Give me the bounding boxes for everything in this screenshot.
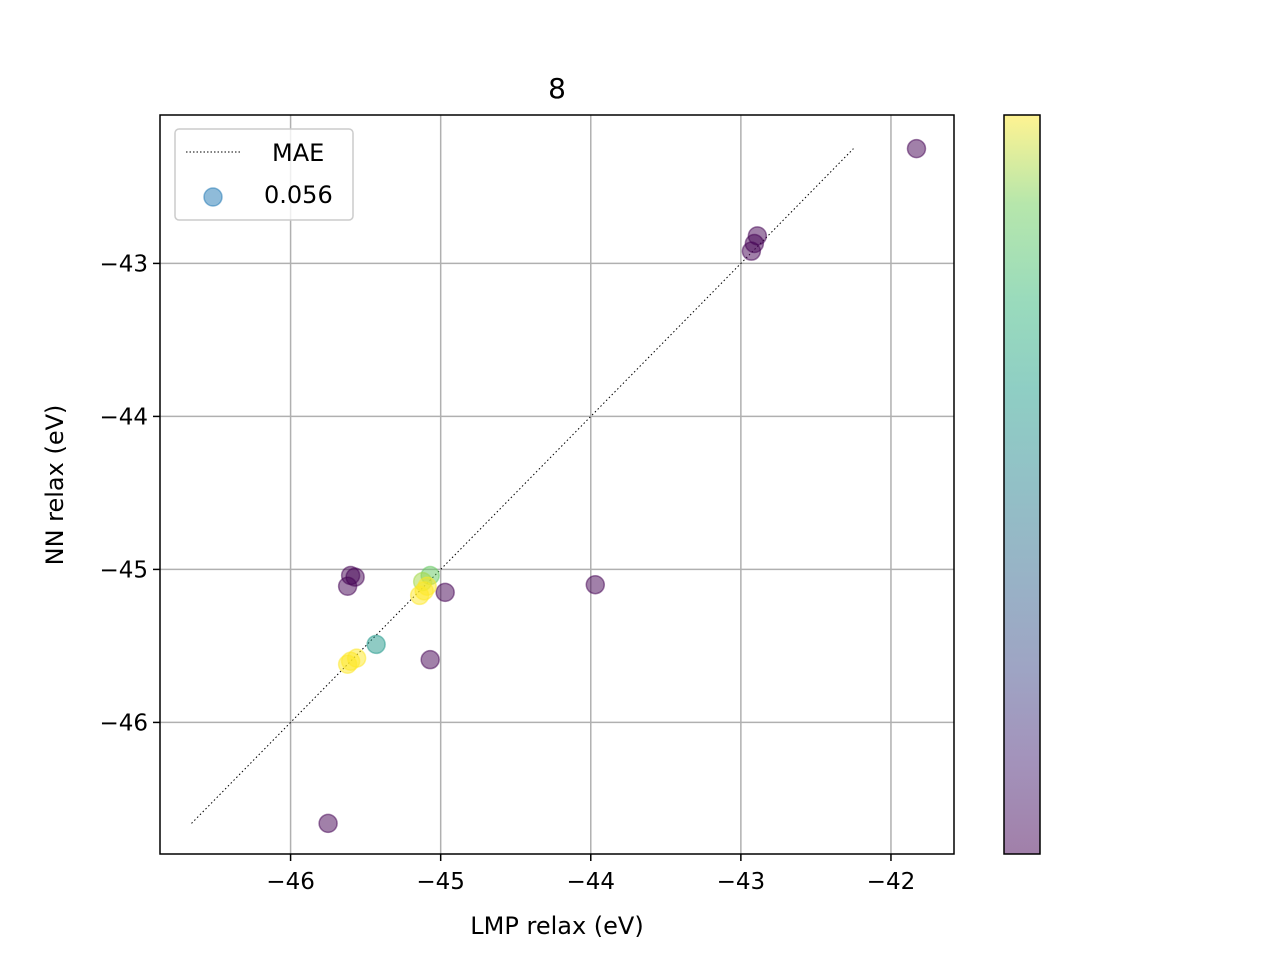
legend-label-value: 0.056	[264, 181, 333, 209]
grid	[160, 115, 954, 854]
plot-frame	[159, 114, 955, 855]
legend: MAE 0.056	[174, 128, 354, 221]
data-point	[346, 648, 367, 668]
data-point	[345, 567, 365, 587]
data-point	[741, 241, 762, 261]
colorbar-gradient	[1004, 115, 1040, 854]
legend-label-mae: MAE	[272, 139, 324, 167]
x-tick-label: −45	[416, 869, 465, 895]
data-point	[409, 585, 430, 606]
data-point	[318, 813, 338, 834]
y-axis: −46 −45 −44 −43	[99, 251, 160, 736]
x-axis: −46 −45 −44 −43 −42	[266, 854, 915, 895]
y-tick-label: −44	[99, 404, 148, 430]
y-tick-label: −45	[99, 557, 148, 583]
x-tick-label: −46	[266, 869, 315, 895]
data-point	[366, 634, 386, 655]
data-point	[585, 574, 606, 595]
y-axis-label: NN relax (eV)	[41, 405, 69, 566]
y-tick-label: −46	[99, 710, 148, 736]
x-tick-label: −44	[566, 869, 615, 895]
colorbar-frame	[1003, 114, 1041, 855]
x-tick-label: −42	[867, 869, 916, 895]
colorbar	[1003, 114, 1041, 855]
data-point	[435, 582, 455, 603]
y-tick-label: −43	[99, 251, 148, 277]
data-point	[420, 649, 440, 670]
legend-marker-swatch	[203, 187, 223, 207]
x-tick-label: −43	[717, 869, 766, 895]
chart-title: 8	[548, 72, 566, 105]
x-axis-label: LMP relax (eV)	[470, 912, 643, 940]
reference-line	[191, 148, 854, 824]
data-points	[318, 138, 927, 834]
data-point	[906, 138, 927, 159]
